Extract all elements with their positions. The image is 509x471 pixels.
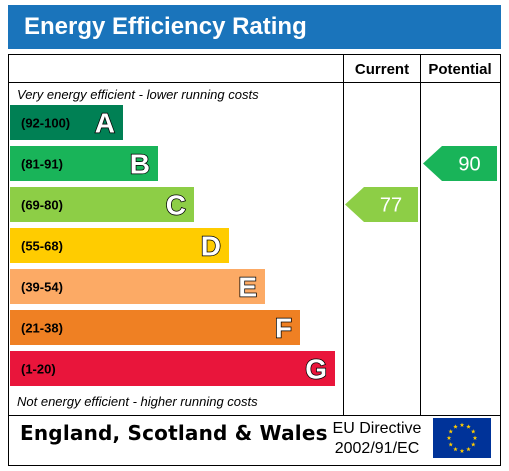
bottom-note: Not energy efficient - higher running co… xyxy=(17,394,258,409)
eu-star-icon xyxy=(466,424,471,429)
eu-directive: EU Directive 2002/91/EC xyxy=(327,419,427,459)
band-range-a: (92-100) xyxy=(21,116,70,131)
eu-star-icon xyxy=(453,446,458,452)
band-letter-f: F xyxy=(275,313,292,344)
column-header-current: Current xyxy=(355,61,409,78)
current-rating-value: 77 xyxy=(380,195,402,217)
band-range-g: (1-20) xyxy=(21,362,56,377)
column-header-potential: Potential xyxy=(428,61,491,78)
eu-star-icon xyxy=(470,429,476,434)
band-bar-g xyxy=(10,351,335,386)
eu-star-icon xyxy=(472,435,478,440)
band-letter-c: C xyxy=(166,190,186,221)
band-range-e: (39-54) xyxy=(21,280,63,295)
band-letter-b: B xyxy=(130,149,150,180)
band-letter-e: E xyxy=(238,272,257,303)
eu-star-icon xyxy=(446,435,452,440)
band-range-f: (21-38) xyxy=(21,321,63,336)
band-letter-g: G xyxy=(305,354,327,385)
band-bar-b xyxy=(10,146,158,181)
footer-region: England, Scotland & Wales xyxy=(20,421,328,445)
potential-rating-value: 90 xyxy=(458,154,480,176)
band-letter-d: D xyxy=(201,231,221,262)
potential-rating-arrow xyxy=(423,146,497,181)
band-bar-f xyxy=(10,310,300,345)
eu-star-icon xyxy=(470,442,476,447)
eu-star-icon xyxy=(459,422,465,427)
footer-frame xyxy=(8,415,501,466)
band-bar-c xyxy=(10,187,194,222)
band-range-b: (81-91) xyxy=(21,157,63,172)
eu-star-icon xyxy=(448,429,454,434)
band-bar-a xyxy=(10,105,123,140)
band-range-c: (69-80) xyxy=(21,198,63,213)
band-bar-e xyxy=(10,269,265,304)
band-bar-d xyxy=(10,228,229,263)
eu-star-icon xyxy=(453,424,458,429)
eu-star-icon xyxy=(459,448,465,453)
band-range-d: (55-68) xyxy=(21,239,63,254)
eu-star-icon xyxy=(466,446,471,452)
eu-directive-line2: 2002/91/EC xyxy=(334,440,420,457)
eu-star-icon xyxy=(448,442,454,447)
top-note: Very energy efficient - lower running co… xyxy=(17,87,259,102)
eu-directive-line1: EU Directive xyxy=(332,420,422,437)
page-title: Energy Efficiency Rating xyxy=(8,5,501,49)
eu-flag-icon xyxy=(433,418,491,458)
current-rating-arrow xyxy=(345,187,418,222)
band-letter-a: A xyxy=(95,108,115,139)
